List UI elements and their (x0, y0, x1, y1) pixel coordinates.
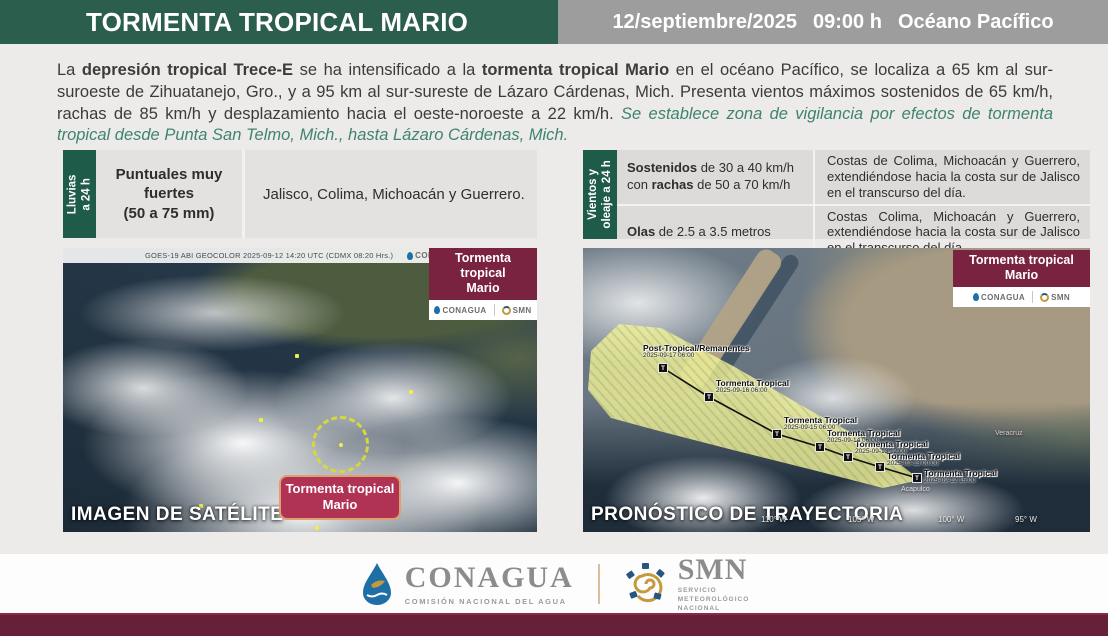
track-point-label: Tormenta Tropical 2025-09-16 06:00 (716, 378, 790, 394)
longitude-label: 105° W (848, 515, 875, 524)
page-title: TORMENTA TROPICAL MARIO (86, 6, 469, 37)
smn-spiral-icon (625, 562, 665, 602)
forecast-caption: PRONÓSTICO DE TRAYECTORIA (591, 504, 904, 525)
track-point-label: Tormenta Tropical 2025-09-14 06:00 (827, 428, 901, 444)
table-row: Sostenidos de 30 a 40 km/h con rachas de… (617, 150, 1090, 204)
track-point-marker: T (772, 429, 782, 439)
summary-storm-name-prev: depresión tropical Trece-E (81, 61, 294, 79)
track-point-label: Tormenta Tropical 2025-09-13 00:00 (887, 451, 961, 467)
conagua-mini-logo: CONAGUA (434, 306, 486, 315)
header-meta-area: 12/septiembre/2025 09:00 h Océano Pacífi… (558, 0, 1108, 44)
table-row: Olas de 2.5 a 3.5 metros Costas Colima, … (617, 203, 1090, 260)
smn-mini-logo: SMN (1040, 292, 1070, 302)
rain-intensity-cell: Puntuales muy fuertes (50 a 75 mm) (96, 150, 245, 238)
city-label: Acapulco (901, 486, 930, 493)
rain-table-side-label: Lluvias a 24 h (63, 150, 96, 238)
watch-zone-notice: Se establece zona de vigilancia por efec… (57, 104, 1053, 145)
rain-table-side-label-text: Lluvias a 24 h (66, 174, 93, 214)
conagua-tagline: COMISIÓN NACIONAL DEL AGUA (404, 597, 567, 606)
track-point-label: Tormenta Tropical 2025-09-15 06:00 (784, 415, 858, 431)
summary-storm-name: tormenta tropical Mario (481, 61, 670, 79)
longitude-label: 100° W (938, 515, 965, 524)
wave-areas-cell: Costas Colima, Michoacán y Guerrero, ext… (827, 208, 1080, 256)
satellite-caption: IMAGEN DE SATÉLITE (71, 504, 284, 525)
storm-badge: Tormenta tropical Mario CONAGUA SMN (953, 250, 1090, 307)
track-point-marker: T (912, 473, 922, 483)
header-time: 09:00 h (813, 10, 882, 33)
divider (493, 304, 495, 316)
lightning-detections (259, 418, 263, 422)
header-date: 12/septiembre/2025 (612, 10, 797, 33)
wind-table-side-label: Vientos y oleaje a 24 h (583, 150, 617, 239)
smn-mini-logo: SMN (501, 305, 532, 315)
water-drop-icon (972, 293, 979, 301)
wave-height-cell: Olas de 2.5 a 3.5 metros (617, 205, 815, 260)
conagua-logo-block: CONAGUA COMISIÓN NACIONAL DEL AGUA (359, 561, 574, 607)
wind-waves-table: Vientos y oleaje a 24 h Sostenidos de 30… (583, 150, 1090, 260)
longitude-label: 110° W (761, 515, 787, 524)
storm-center-circle (312, 416, 369, 473)
rain-areas-cell: Jalisco, Colima, Michoacán y Guerrero. (245, 150, 537, 238)
rain-range: (50 a 75 mm) (123, 204, 215, 222)
city-label: Veracruz (995, 430, 1023, 437)
track-point-label: Tormenta Tropical 2025-09-12 15:00 (924, 468, 998, 484)
track-point-label: Tormenta Tropical 2025-09-13 12:00 (855, 439, 929, 455)
storm-badge-logos: CONAGUA SMN (953, 287, 1090, 307)
goes-timestamp: GOES-19 ABI GEOCOLOR 2025-09-12 14:20 UT… (145, 251, 394, 260)
rain-forecast-table: Lluvias a 24 h Puntuales muy fuertes (50… (63, 150, 537, 238)
track-point-marker: T (704, 392, 714, 402)
spiral-icon (501, 305, 511, 315)
conagua-mini-logo: CONAGUA (972, 293, 1025, 302)
storm-badge-title: Tormenta tropical Mario (953, 250, 1090, 287)
wind-table-side-label-text: Vientos y oleaje a 24 h (586, 160, 613, 229)
header-region: Océano Pacífico (897, 10, 1054, 33)
header-title-area: TORMENTA TROPICAL MARIO (0, 0, 558, 44)
track-point-marker: T (658, 363, 668, 373)
wind-speed-cell: Sostenidos de 30 a 40 km/h con rachas de… (617, 150, 815, 204)
rain-areas: Jalisco, Colima, Michoacán y Guerrero. (263, 185, 525, 203)
bottom-accent-bar (0, 613, 1108, 636)
conagua-drop-icon (362, 562, 391, 605)
wind-areas-cell: Costas de Colima, Michoacán y Guerrero, … (827, 153, 1080, 200)
rain-intensity: Puntuales muy fuertes (115, 165, 223, 203)
wind-table-rows: Sostenidos de 30 a 40 km/h con rachas de… (617, 150, 1090, 260)
track-point-label: Post-Tropical/Remanentes 2025-09-17 06:0… (643, 343, 750, 359)
smn-logo-block: SMN SERVICIO METEOROLÓGICO NACIONAL (624, 553, 750, 613)
storm-badge-title: Tormenta tropical Mario (429, 248, 537, 300)
summary-text: se ha intensificado a la (293, 61, 482, 79)
storm-badge-logos: CONAGUA SMN (429, 300, 537, 320)
longitude-label: 95° W (1015, 515, 1037, 524)
storm-center-dot (339, 443, 343, 447)
forecast-track-map: T Tormenta Tropical 2025-09-12 15:00 T T… (583, 248, 1090, 532)
water-drop-icon (407, 251, 414, 260)
satellite-image: GOES-19 ABI GEOCOLOR 2025-09-12 14:20 UT… (63, 248, 537, 532)
divider (1032, 291, 1034, 303)
divider (597, 563, 600, 604)
smn-wordmark: SMN (677, 553, 748, 587)
water-drop-icon (434, 306, 441, 314)
footer: CONAGUA COMISIÓN NACIONAL DEL AGUA SMN (0, 553, 1108, 613)
spiral-icon (1040, 292, 1050, 302)
storm-badge: Tormenta tropical Mario CONAGUA SMN (429, 248, 537, 320)
header-bar: TORMENTA TROPICAL MARIO 12/septiembre/20… (0, 0, 1108, 44)
smn-tagline: SERVICIO METEOROLÓGICO NACIONAL (677, 587, 750, 612)
track-point-marker: T (843, 452, 853, 462)
conagua-wordmark: CONAGUA (404, 561, 574, 594)
summary-text: en el océano Pacífico, se localiza a 65 … (57, 61, 1053, 123)
track-point-marker: T (875, 462, 885, 472)
bulletin-summary: La depresión tropical Trece-E se ha inte… (57, 60, 1053, 147)
storm-name-label: Tormenta tropical Mario (279, 475, 401, 520)
track-point-marker: T (815, 442, 825, 452)
summary-text: La (57, 61, 82, 79)
